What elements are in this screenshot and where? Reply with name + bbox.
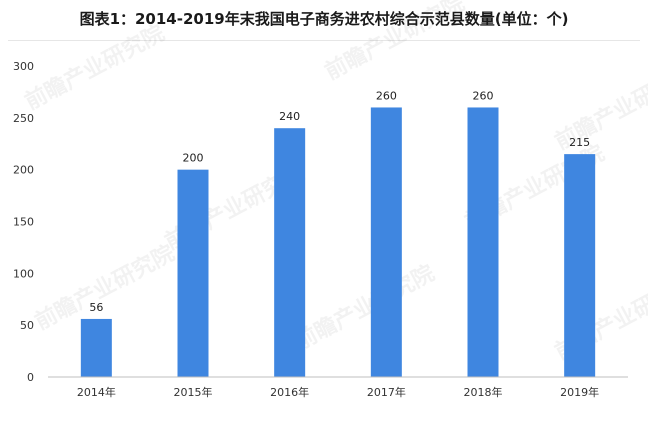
y-tick-label: 50: [20, 319, 34, 332]
data-label: 260: [376, 89, 397, 102]
data-label: 260: [473, 89, 494, 102]
y-tick-label: 250: [13, 112, 34, 125]
data-label: 200: [183, 152, 204, 165]
y-tick-label: 200: [13, 164, 34, 177]
bars: 56 200 240 260 260 215: [80, 89, 596, 377]
data-label: 215: [569, 136, 590, 149]
watermark-text: 前瞻产业研究院: [291, 260, 439, 355]
data-label: 56: [89, 301, 103, 314]
x-axis: 2014年 2015年 2016年 2017年 2018年 2019年: [48, 376, 628, 399]
bar: [274, 128, 306, 377]
y-tick-label: 100: [13, 267, 34, 280]
watermark-text: 前瞻产业研究院: [21, 20, 169, 115]
y-tick-label: 300: [13, 60, 34, 73]
bar: [467, 107, 499, 377]
x-tick-label: 2017年: [367, 385, 406, 399]
bar: [177, 169, 209, 377]
x-tick-label: 2015年: [174, 385, 213, 399]
x-tick-label: 2016年: [270, 385, 309, 399]
x-tick-label: 2019年: [560, 385, 599, 399]
watermark-text: 前瞻产业研究院: [551, 60, 648, 155]
bar: [80, 318, 112, 377]
title-divider: [8, 40, 640, 41]
data-label: 240: [279, 110, 300, 123]
y-tick-label: 150: [13, 216, 34, 229]
y-tick-label: 0: [27, 371, 34, 384]
x-tick-label: 2018年: [464, 385, 503, 399]
y-axis: 0 50 100 150 200 250 300: [13, 60, 34, 384]
watermark-text: 前瞻产业研究院: [321, 0, 469, 85]
chart-title: 图表1：2014-2019年末我国电子商务进农村综合示范县数量(单位：个): [79, 10, 569, 28]
bar: [564, 154, 596, 377]
bar: [370, 107, 402, 377]
x-tick-label: 2014年: [77, 385, 116, 399]
